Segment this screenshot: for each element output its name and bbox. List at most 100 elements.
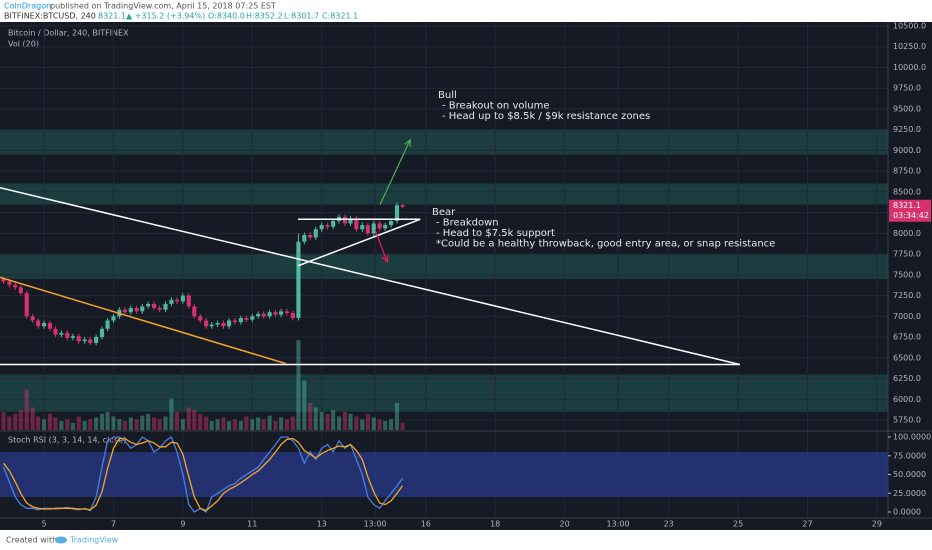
footer-created: Created with — [6, 536, 57, 545]
x-tick-label: 25 — [733, 520, 743, 529]
open: O:8340.0 — [208, 12, 245, 21]
candle-body — [59, 332, 64, 335]
volume-bar — [169, 398, 174, 430]
volume-bar — [348, 413, 353, 430]
volume-bar — [13, 413, 18, 430]
volume-bar — [146, 413, 151, 430]
volume-bar — [1, 412, 6, 430]
candle-body — [174, 299, 180, 302]
volume-bar — [209, 421, 214, 430]
volume-bar — [47, 413, 53, 430]
volume-bar — [331, 410, 336, 430]
candle-body — [348, 218, 353, 224]
candle-body — [88, 339, 93, 343]
annotation: - Head to $7.5k support — [436, 228, 555, 239]
candle-body — [76, 336, 81, 342]
volume-bar — [174, 412, 180, 430]
candle-body — [273, 312, 278, 315]
volume-bar — [7, 416, 12, 430]
candle-body — [163, 303, 168, 310]
volume-bar — [261, 419, 266, 430]
annotation: - Breakdown — [436, 218, 499, 229]
volume-bar — [377, 419, 382, 430]
candle-body — [226, 320, 232, 327]
x-tick-label: 11 — [247, 520, 257, 529]
candle-body — [140, 306, 145, 312]
zone — [0, 374, 888, 412]
arrow-line — [374, 229, 388, 263]
footer-brand[interactable]: TradingView — [69, 536, 119, 545]
volume-bar — [59, 421, 64, 430]
x-tick-label: 16 — [421, 520, 431, 529]
volume-bar — [371, 417, 376, 430]
volume-bar — [180, 419, 185, 430]
candle-body — [279, 311, 284, 315]
change: ▲ +315.2 (+3.94%) — [126, 12, 205, 21]
y-tick-label: 9250.0 — [893, 125, 921, 134]
tv-logo — [55, 536, 67, 544]
annotation: - Breakout on volume — [442, 101, 550, 112]
candle-body — [180, 295, 185, 302]
last-price-box — [889, 199, 931, 222]
trend-line — [0, 187, 741, 366]
candle-body — [296, 241, 301, 319]
candle-body — [18, 287, 23, 294]
stoch-tick-label: 75.0000 — [893, 451, 926, 460]
volume-bar — [319, 412, 324, 430]
candle-body — [325, 225, 330, 227]
candle-body — [65, 332, 70, 338]
volume-bar — [82, 421, 87, 430]
stoch-band — [0, 452, 888, 498]
candle-body — [284, 311, 290, 314]
volume-bar — [65, 419, 70, 430]
high: H:8352.2 — [246, 12, 283, 21]
instrument: Bitcoin / Dollar, 240, BITFINEX — [8, 29, 129, 38]
volume-bar — [400, 422, 405, 430]
volume-bar — [157, 419, 162, 430]
close: C:8321.1 — [322, 12, 358, 21]
footer-bg — [0, 530, 932, 550]
candle-body — [70, 336, 75, 338]
volume-bar — [99, 413, 105, 430]
candle-body — [244, 318, 249, 320]
candle-body — [261, 313, 266, 317]
volume-bar — [296, 340, 301, 430]
candle-body — [267, 312, 272, 317]
author[interactable]: ColnDragon — [4, 2, 51, 11]
candle-body — [209, 324, 214, 327]
volume-bar — [36, 416, 41, 430]
volume-bar — [140, 415, 145, 430]
volume-bar — [232, 419, 237, 430]
x-tick-label: 20 — [559, 520, 569, 529]
volume-bar — [134, 419, 139, 430]
volume-bar — [117, 419, 122, 430]
candle-body — [192, 306, 197, 317]
candle-body — [198, 316, 203, 321]
candle-body — [400, 205, 405, 207]
volume-bar — [88, 419, 93, 430]
volume-bar — [215, 419, 220, 430]
x-tick-label: 5 — [42, 520, 47, 529]
annotation: - Head up to $8.5k / $9k resistance zone… — [442, 111, 650, 122]
candle-body — [302, 235, 307, 242]
candle-body — [313, 229, 318, 238]
candle-body — [42, 322, 47, 327]
candle-body — [99, 328, 105, 338]
candle-body — [7, 281, 12, 285]
candle-body — [1, 279, 6, 282]
x-tick-label: 18 — [490, 520, 500, 529]
candle-body — [383, 225, 388, 229]
candle-body — [215, 322, 220, 325]
volume-bar — [24, 389, 29, 430]
x-tick-label: 27 — [802, 520, 812, 529]
y-tick-label: 6000.0 — [893, 395, 921, 404]
volume-bar — [42, 419, 47, 430]
header-bg — [0, 0, 932, 22]
trend-line — [0, 276, 287, 365]
volume-bar — [53, 417, 58, 430]
volume-bar — [128, 417, 133, 430]
volume-bar — [279, 417, 284, 430]
y-tick-label: 8750.0 — [893, 167, 921, 176]
volume-bar — [238, 421, 243, 430]
